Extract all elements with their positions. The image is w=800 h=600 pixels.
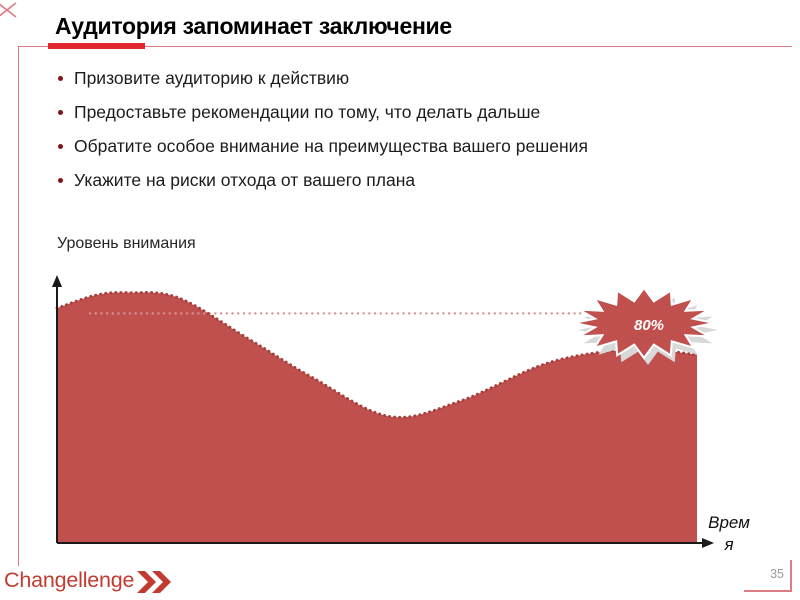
frame-line-left <box>18 46 19 566</box>
bullet-list: Призовите аудиторию к действию Предостав… <box>57 68 737 204</box>
starburst <box>573 286 715 360</box>
bullet-item: Обратите особое внимание на преимущества… <box>57 136 737 157</box>
bullet-item: Призовите аудиторию к действию <box>57 68 737 89</box>
frame-corner-horizontal <box>744 590 792 592</box>
x-axis-arrow-icon <box>702 538 714 548</box>
page-number: 35 <box>770 567 784 581</box>
attention-chart <box>52 275 714 548</box>
bullet-item: Укажите на риски отхода от вашего плана <box>57 170 737 191</box>
chart-y-axis-title: Уровень внимания <box>57 235 196 252</box>
chart-x-axis-title: Время <box>708 513 750 554</box>
bullet-item: Предоставьте рекомендации по тому, что д… <box>57 102 737 123</box>
logo: Changellenge <box>4 568 173 593</box>
frame-corner-vertical <box>790 560 792 591</box>
logo-chevrons-icon <box>137 571 172 593</box>
starburst-icon <box>573 286 718 365</box>
y-axis-arrow-icon <box>52 275 62 287</box>
placeholder-x-icon <box>0 2 17 18</box>
frame-line-top <box>18 46 792 47</box>
badge-80-percent: 80% <box>569 283 729 378</box>
attention-curve <box>55 291 699 419</box>
badge-label: 80% <box>633 317 665 334</box>
attention-area <box>57 292 697 543</box>
title-underline <box>48 43 145 49</box>
logo-text: Changellenge <box>4 568 135 592</box>
slide-title: Аудитория запоминает заключение <box>55 13 452 39</box>
